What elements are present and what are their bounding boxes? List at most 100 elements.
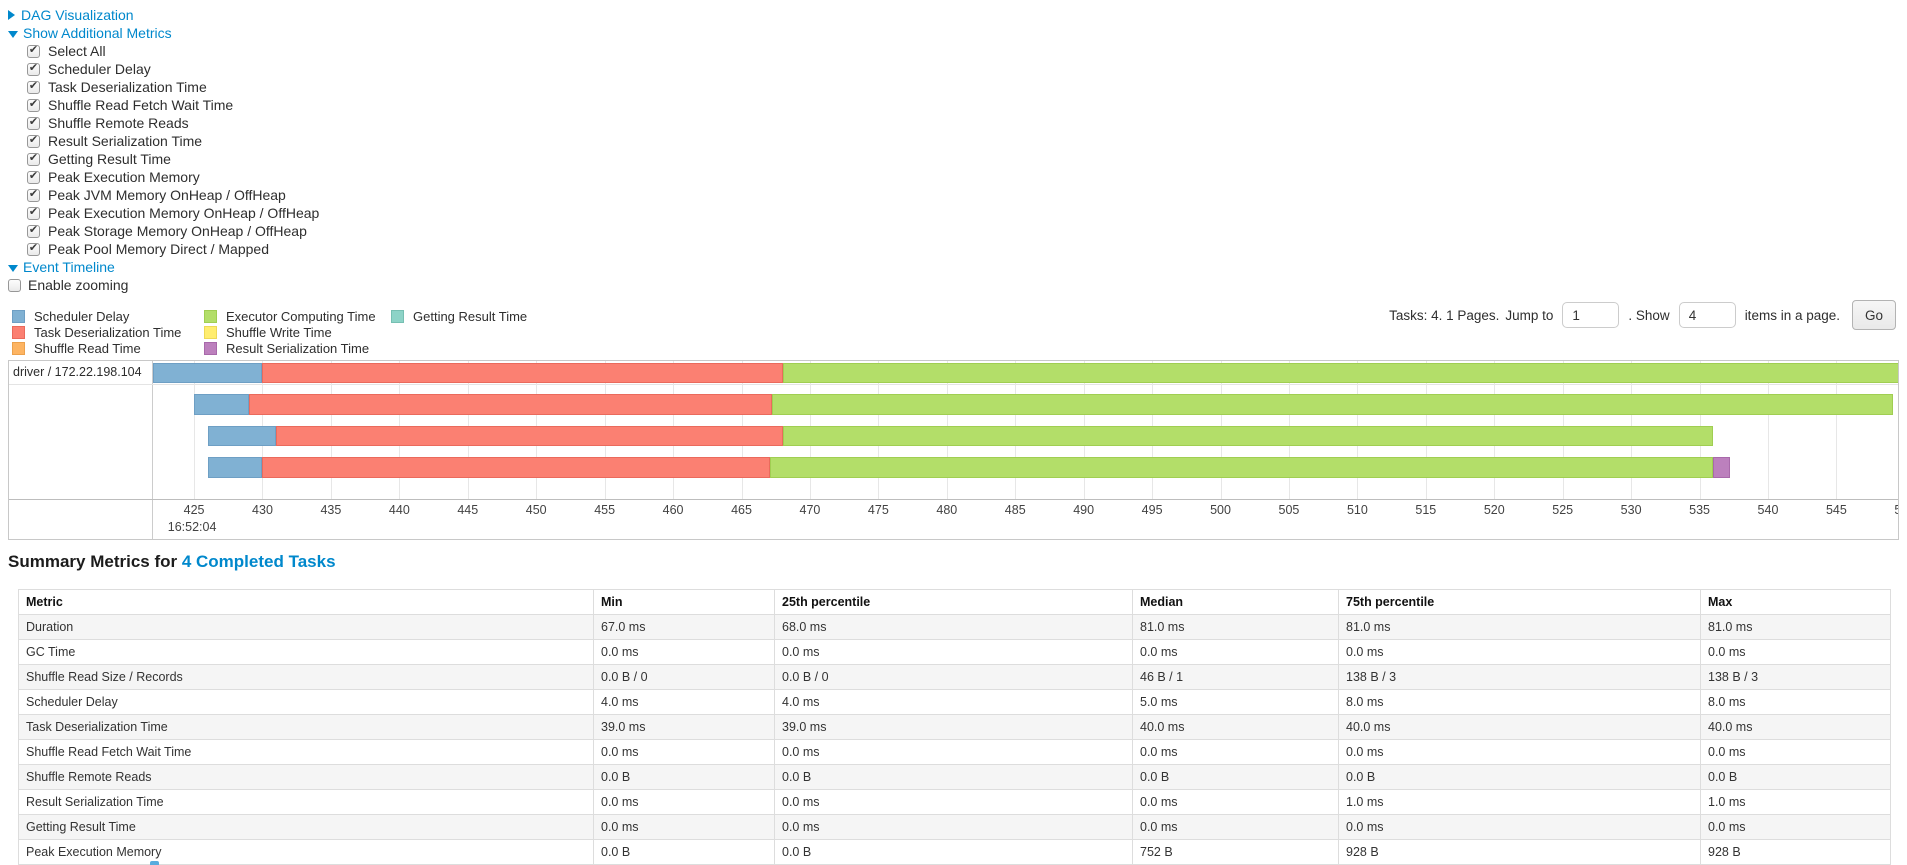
metric-checkbox[interactable]	[27, 170, 40, 184]
metric-checkbox[interactable]	[27, 242, 40, 256]
table-row: Shuffle Read Size / Records 0.0 B / 0 0.0 …	[18, 664, 1891, 690]
metric-checkbox[interactable]	[27, 44, 40, 58]
metric-value-cell: 4.0 ms	[774, 689, 1133, 715]
metric-checkbox[interactable]	[27, 116, 40, 130]
additional-metrics-list: Select All Scheduler Delay Task Deserializ…	[8, 42, 1907, 258]
metric-checkbox-item: Peak Pool Memory Direct / Mapped	[8, 240, 1907, 258]
metric-value-cell: 5.0 ms	[1132, 689, 1339, 715]
show-additional-metrics-link[interactable]: Show Additional Metrics	[23, 25, 172, 41]
metric-checkbox[interactable]	[27, 80, 40, 94]
metric-value-cell: 928 B	[1338, 839, 1701, 865]
metric-value-cell: 138 B / 3	[1338, 664, 1701, 690]
task-bar-segment-task_deserialization	[248, 394, 772, 415]
completed-tasks-link[interactable]: 4 Completed Tasks	[181, 552, 336, 571]
metric-checkbox[interactable]	[27, 134, 40, 148]
axis-tick-label: 430	[252, 503, 273, 517]
event-timeline-link[interactable]: Event Timeline	[23, 259, 115, 275]
metric-value-cell: 39.0 ms	[593, 714, 775, 740]
metric-value-cell: 0.0 ms	[1132, 789, 1339, 815]
event-timeline-toggle[interactable]: Event Timeline	[8, 258, 1907, 276]
task-bar[interactable]	[153, 362, 1898, 383]
axis-tick-label: 505	[1278, 503, 1300, 517]
metric-value-cell: 0.0 ms	[1700, 739, 1891, 765]
metric-value-cell: 8.0 ms	[1700, 689, 1891, 715]
metric-value-cell: 0.0 B	[774, 764, 1133, 790]
enable-zooming-checkbox[interactable]	[8, 278, 21, 292]
table-row: Peak Execution Memory 0.0 B 0.0 B 752 B 928 …	[18, 839, 1891, 865]
metric-value-cell: 0.0 B	[593, 764, 775, 790]
metric-value-cell: 1.0 ms	[1700, 789, 1891, 815]
metric-checkbox[interactable]	[27, 98, 40, 112]
items-in-page-label: items in a page.	[1744, 307, 1840, 323]
legend-label: Getting Result Time	[413, 308, 528, 324]
axis-tick-label: 445	[457, 503, 479, 517]
metric-value-cell: 0.0 ms	[774, 789, 1133, 815]
axis-tick-label: 460	[662, 503, 684, 517]
metric-value-cell: 4.0 ms	[593, 689, 775, 715]
legend-item: Shuffle Read Time	[12, 340, 204, 356]
metric-value-cell: 0.0 ms	[774, 639, 1133, 665]
metric-value-cell: 0.0 ms	[1700, 639, 1891, 665]
metric-checkbox[interactable]	[27, 188, 40, 202]
table-header-cell: Metric	[18, 589, 594, 615]
table-header-cell: 25th percentile	[774, 589, 1133, 615]
metric-value-cell: 0.0 ms	[593, 814, 775, 840]
metric-value-cell: 40.0 ms	[1338, 714, 1701, 740]
axis-tick-label: 530	[1620, 503, 1642, 517]
timeline-group-column: driver / 172.22.198.104	[9, 361, 153, 539]
task-bar[interactable]	[153, 394, 1898, 415]
legend-swatch	[12, 325, 25, 339]
show-label: . Show	[1628, 307, 1670, 323]
metric-value-cell: 81.0 ms	[1132, 614, 1339, 640]
metric-checkbox[interactable]	[27, 224, 40, 238]
metric-value-cell: 39.0 ms	[774, 714, 1133, 740]
timeline-legend-row: Scheduler Delay Task Deserialization Time…	[0, 300, 1907, 356]
jump-to-page-input[interactable]	[1562, 302, 1620, 328]
legend-label: Task Deserialization Time	[34, 324, 182, 340]
metric-checkbox-label: Getting Result Time	[48, 151, 171, 167]
summary-metrics-heading-text: Summary Metrics for	[8, 552, 182, 571]
go-button[interactable]: Go	[1852, 300, 1896, 330]
metric-name-cell: Peak Execution Memory	[18, 839, 594, 865]
axis-tick-label: 500	[1210, 503, 1231, 517]
axis-tick-label: 480	[936, 503, 958, 517]
task-bar[interactable]	[153, 425, 1898, 446]
task-bar-segment-scheduler_delay	[207, 457, 263, 478]
timeline-row-separator	[9, 384, 1898, 385]
enable-zooming-label: Enable zooming	[28, 277, 129, 293]
metric-checkbox-label: Peak JVM Memory OnHeap / OffHeap	[48, 187, 286, 203]
legend-item: Shuffle Write Time	[204, 324, 391, 340]
metric-checkbox-item: Peak Execution Memory	[8, 168, 1907, 186]
legend-item: Task Deserialization Time	[12, 324, 204, 340]
task-bar-segment-scheduler_delay	[153, 362, 263, 383]
table-header-cell: Max	[1700, 589, 1891, 615]
page-size-input[interactable]	[1678, 302, 1736, 328]
legend-item: Result Serialization Time	[204, 340, 391, 356]
metric-checkbox[interactable]	[27, 152, 40, 166]
metric-value-cell: 67.0 ms	[593, 614, 775, 640]
dag-visualization-link[interactable]: DAG Visualization	[21, 7, 134, 23]
task-bar-segment-executor_computing	[782, 362, 1898, 383]
show-additional-metrics-toggle[interactable]: Show Additional Metrics	[8, 24, 1907, 42]
metric-checkbox-item: Scheduler Delay	[8, 60, 1907, 78]
metric-value-cell: 40.0 ms	[1700, 714, 1891, 740]
metric-checkbox-label: Peak Execution Memory OnHeap / OffHeap	[48, 205, 320, 221]
metric-value-cell: 81.0 ms	[1338, 614, 1701, 640]
metric-name-cell: Getting Result Time	[18, 814, 594, 840]
table-row: GC Time 0.0 ms 0.0 ms 0.0 ms 0.0 ms 0.0 ms	[18, 639, 1891, 665]
table-row: Getting Result Time 0.0 ms 0.0 ms 0.0 ms 0.0…	[18, 814, 1891, 840]
metric-checkbox-item: Peak Storage Memory OnHeap / OffHeap	[8, 222, 1907, 240]
timeline-gridline	[1836, 361, 1838, 499]
metric-value-cell: 0.0 ms	[593, 789, 775, 815]
metric-checkbox[interactable]	[27, 62, 40, 76]
task-bar-segment-scheduler_delay	[207, 425, 277, 446]
table-row: Shuffle Read Fetch Wait Time 0.0 ms 0.0 ms…	[18, 739, 1891, 765]
metric-checkbox[interactable]	[27, 206, 40, 220]
metric-value-cell: 0.0 ms	[1132, 639, 1339, 665]
dag-visualization-toggle[interactable]: DAG Visualization	[8, 6, 1907, 24]
summary-metrics-heading: Summary Metrics for 4 Completed Tasks	[8, 552, 1907, 572]
table-row: Result Serialization Time 0.0 ms 0.0 ms 0.0…	[18, 789, 1891, 815]
metric-value-cell: 0.0 B	[1338, 764, 1701, 790]
metric-value-cell: 68.0 ms	[774, 614, 1133, 640]
task-bar[interactable]	[153, 457, 1898, 478]
